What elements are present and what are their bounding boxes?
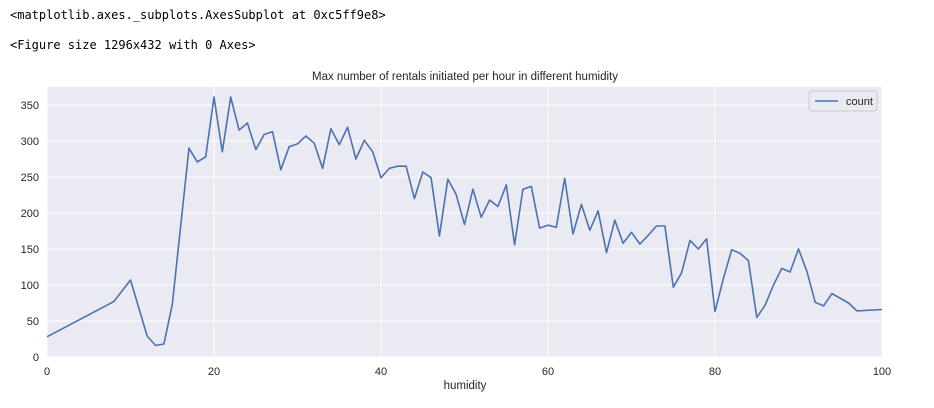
cell-output-figure-repr: <Figure size 1296x432 with 0 Axes>: [10, 38, 256, 52]
legend-label-count: count: [846, 96, 873, 108]
y-tick-label: 150: [21, 244, 39, 256]
y-tick-label: 200: [21, 208, 39, 220]
y-tick-label: 0: [33, 352, 39, 364]
series-layer: [46, 96, 883, 347]
series-line-count: [46, 96, 883, 347]
x-tick-label: 100: [873, 366, 891, 378]
legend-box: [808, 90, 878, 112]
x-tick-label: 80: [709, 366, 721, 378]
x-tick-label: 40: [375, 366, 387, 378]
legend: count: [808, 90, 878, 112]
cell-output-axes-repr: <matplotlib.axes._subplots.AxesSubplot a…: [10, 8, 386, 22]
x-tick-label: 20: [208, 366, 220, 378]
y-tick-label: 300: [21, 136, 39, 148]
y-tick-label: 250: [21, 172, 39, 184]
x-tick-label: 0: [44, 366, 50, 378]
y-tick-label: 50: [27, 316, 39, 328]
x-tick-label: 60: [542, 366, 554, 378]
y-tick-label: 100: [21, 280, 39, 292]
x-axis-label: humidity: [444, 380, 487, 392]
y-tick-label: 350: [21, 100, 39, 112]
chart-title: Max number of rentals initiated per hour…: [312, 71, 618, 83]
tick-labels: 0 50 100 150 200 250 300 350 0 20 40 60 80 100: [21, 100, 892, 378]
